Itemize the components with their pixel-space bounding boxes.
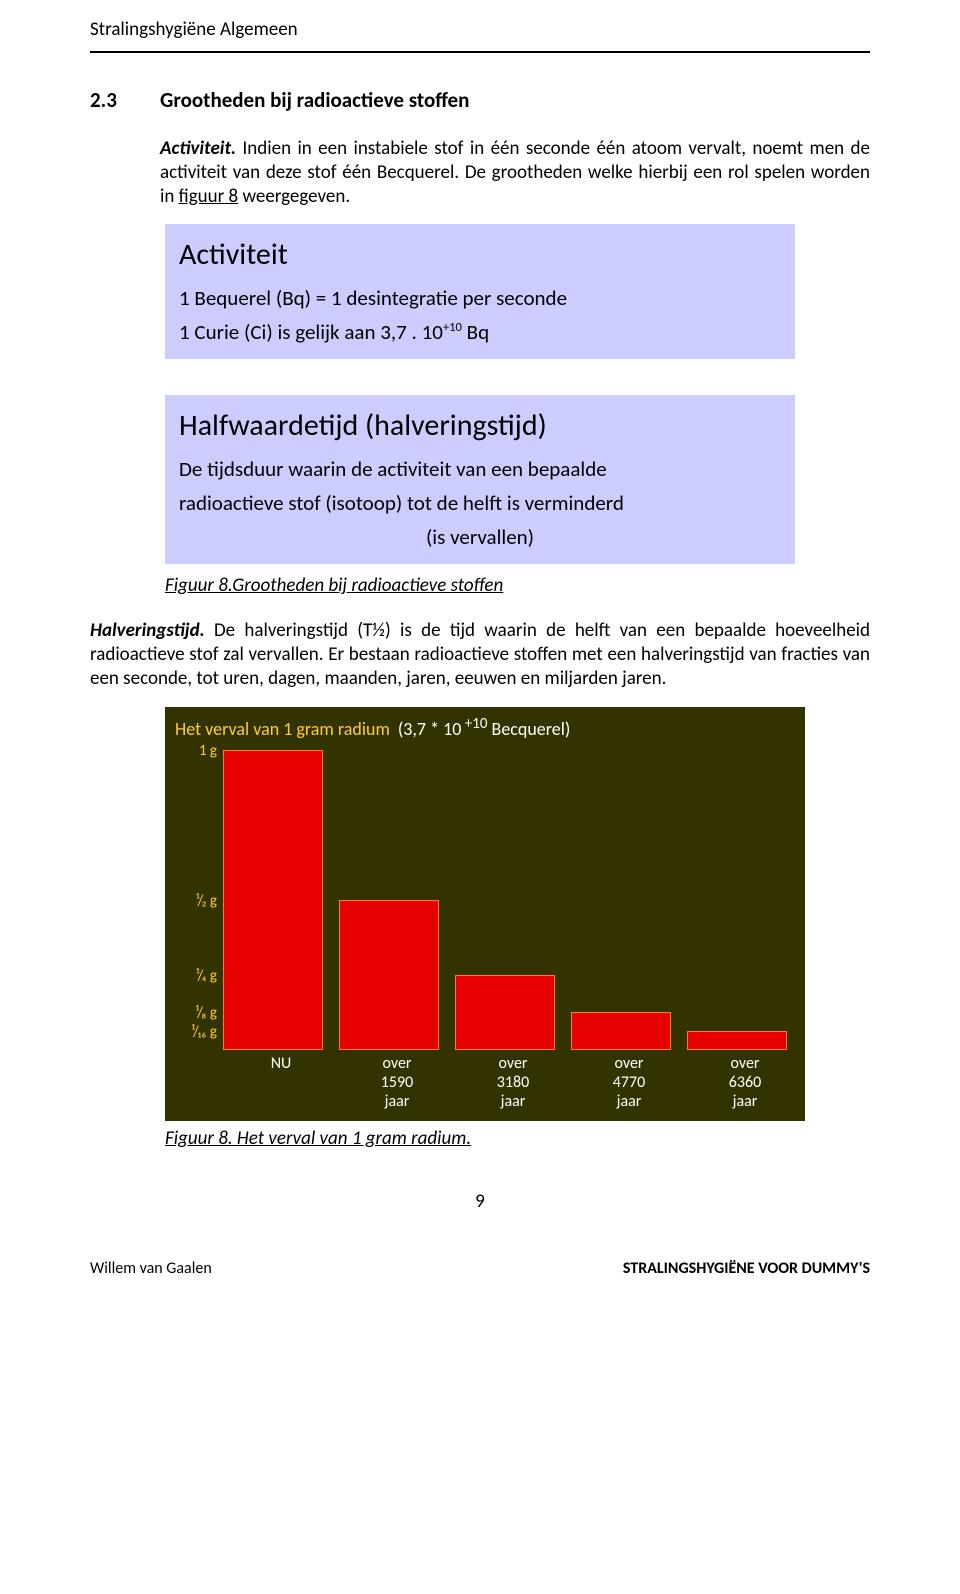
box1-title: Activiteit	[179, 236, 781, 273]
decay-xlabel: over6360jaar	[687, 1054, 803, 1112]
box1-line2: 1 Curie (Ci) is gelijk aan 3,7 . 10+10 B…	[179, 319, 781, 345]
box1-line1: 1 Bequerel (Bq) = 1 desintegratie per se…	[179, 285, 781, 311]
box2-title: Halfwaardetijd (halveringstijd)	[179, 407, 781, 444]
decay-title-sup: +10	[461, 715, 487, 733]
footer-right: STRALINGSHYGIËNE VOOR DUMMY'S	[623, 1259, 870, 1278]
page-number: 9	[90, 1190, 870, 1213]
figure8-caption-bottom: Figuur 8. Het verval van 1 gram radium.	[165, 1127, 870, 1150]
page-footer: Willem van Gaalen STRALINGSHYGIËNE VOOR …	[0, 1253, 960, 1296]
paragraph-halveringstijd: Halveringstijd. De halveringstijd (T½) i…	[90, 619, 870, 690]
decay-ylabel: 1 g	[199, 742, 217, 760]
section-title: Grootheden bij radioactieve stoffen	[160, 87, 469, 113]
box-gap	[165, 363, 795, 387]
decay-title-a: Het verval van 1 gram radium	[175, 718, 390, 740]
term-halveringstijd: Halveringstijd.	[90, 619, 205, 642]
decay-ylabel: ¹/₈ g	[195, 1004, 217, 1022]
decay-bar	[339, 900, 439, 1050]
decay-chart-title: Het verval van 1 gram radium (3,7 * 10 +…	[165, 707, 805, 750]
term-activiteit: Activiteit.	[160, 137, 236, 160]
box1-line2b: Bq	[462, 319, 489, 345]
decay-title-b: (3,7 * 10 +10 Becquerel)	[398, 715, 571, 740]
paragraph-activiteit: Activiteit. Indien in een instabiele sto…	[160, 137, 870, 208]
decay-ylabel: ¹/₁₆ g	[191, 1023, 217, 1041]
section-number: 2.3	[90, 87, 130, 113]
info-box-halfwaardetijd: Halfwaardetijd (halveringstijd) De tijds…	[165, 395, 795, 564]
decay-xlabel: NU	[223, 1054, 339, 1112]
decay-bars	[223, 750, 805, 1050]
p2-body: De halveringstijd (T½) is de tijd waarin…	[90, 619, 870, 690]
decay-xlabel: over1590jaar	[339, 1054, 455, 1112]
box2-line1: De tijdsduur waarin de activiteit van ee…	[179, 456, 781, 482]
box1-line2a: 1 Curie (Ci) is gelijk aan 3,7 . 10	[179, 319, 443, 345]
figure8-caption-top: Figuur 8.Grootheden bij radioactieve sto…	[165, 574, 795, 597]
decay-ylabel: ¹/₄ g	[196, 967, 217, 985]
box2-line3: (is vervallen)	[179, 524, 781, 550]
footer-left: Willem van Gaalen	[90, 1259, 212, 1278]
box1-sup: +10	[443, 320, 462, 335]
header-rule	[90, 51, 870, 53]
p1-figref: figuur 8	[179, 185, 239, 208]
running-header: Stralingshygiëne Algemeen	[90, 18, 870, 47]
decay-chart: Het verval van 1 gram radium (3,7 * 10 +…	[165, 707, 805, 1122]
decay-yaxis: 1 g¹/₂ g¹/₄ g¹/₈ g¹/₁₆ g	[165, 750, 223, 1050]
decay-bar	[223, 750, 323, 1050]
decay-bar	[571, 1012, 671, 1050]
p1-tail: weergegeven.	[238, 185, 350, 208]
box2-line2: radioactieve stof (isotoop) tot de helft…	[179, 490, 781, 516]
section-heading: 2.3 Grootheden bij radioactieve stoffen	[90, 87, 870, 113]
decay-bar	[687, 1031, 787, 1050]
decay-xaxis: NUover1590jaarover3180jaarover4770jaarov…	[165, 1050, 805, 1122]
decay-xlabel: over4770jaar	[571, 1054, 687, 1112]
decay-ylabel: ¹/₂ g	[196, 892, 217, 910]
decay-chart-body: 1 g¹/₂ g¹/₄ g¹/₈ g¹/₁₆ g	[165, 750, 805, 1050]
decay-bar	[455, 975, 555, 1050]
decay-xlabel: over3180jaar	[455, 1054, 571, 1112]
info-box-activiteit: Activiteit 1 Bequerel (Bq) = 1 desintegr…	[165, 224, 795, 359]
decay-title-c: Becquerel)	[487, 718, 570, 740]
decay-title-b1: (3,7 * 10	[398, 718, 462, 740]
